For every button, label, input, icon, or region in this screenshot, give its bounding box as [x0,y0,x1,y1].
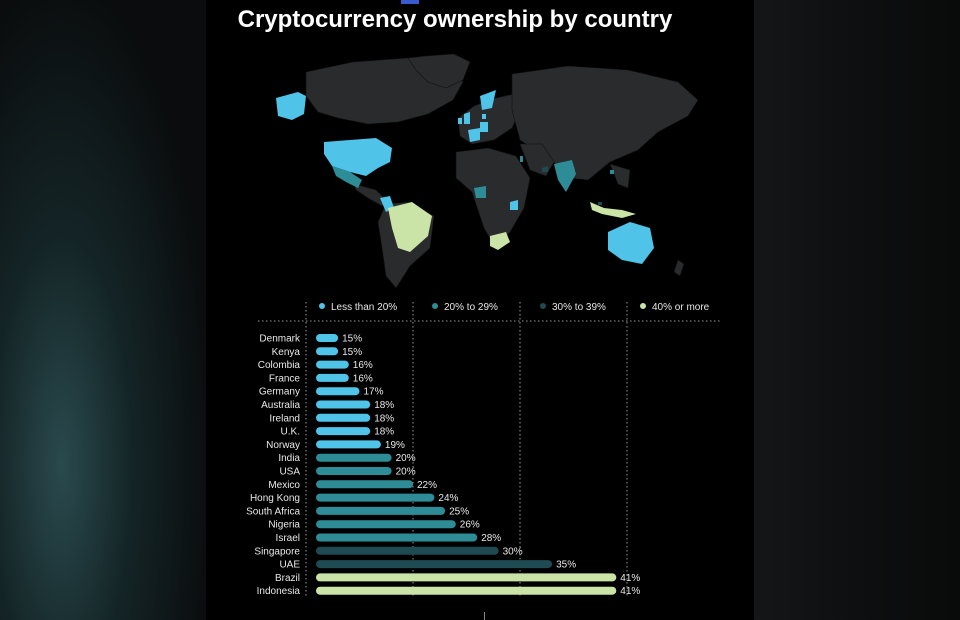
legend-label: 40% or more [652,302,710,313]
bottom-tick-mark [484,612,485,620]
map-central-america [353,183,389,207]
legend-dot [540,303,546,309]
legend-item-20-to-29: 20% to 29% [432,302,498,313]
map-uk [464,112,470,124]
map-southeast-asia [609,163,631,189]
map-norway [480,90,496,110]
map-brazil [388,202,432,252]
map-uae [542,166,548,172]
chart-title: Cryptocurrency ownership by country [237,6,673,33]
world-map [276,53,699,289]
map-nigeria [474,186,486,198]
top-accent-mark [401,0,419,4]
map-alaska [276,92,306,120]
map-greenland [407,53,471,89]
map-ireland [458,118,462,124]
map-germany [480,122,488,132]
map-australia [608,222,654,264]
legend-dot [432,303,438,309]
map-denmark [482,114,486,119]
map-nz [673,259,685,277]
legend-item-30-to-39: 30% to 39% [540,302,606,313]
map-indonesia [590,202,636,218]
background-left-panel [0,0,206,620]
legend-item-40-or-more: 40% or more [640,302,709,313]
legend-label: Less than 20% [331,302,398,313]
legend-label: 30% to 39% [552,302,606,313]
map-india [554,160,576,192]
map-france [468,128,480,142]
map-mexico [332,166,362,188]
map-hong-kong [610,170,614,174]
map-israel [520,156,523,162]
background-right-panel [754,0,960,620]
legend-dot [319,303,325,309]
legend-item-less-than-20: Less than 20% [319,302,397,313]
map-usa [324,138,392,176]
map-africa [455,147,531,249]
legend-dot [640,303,646,309]
map-south-africa [490,232,510,250]
map-kenya [510,200,518,210]
map-singapore [598,202,602,205]
map-highlighted-countries [276,90,654,264]
legend-label: 20% to 29% [444,302,498,313]
